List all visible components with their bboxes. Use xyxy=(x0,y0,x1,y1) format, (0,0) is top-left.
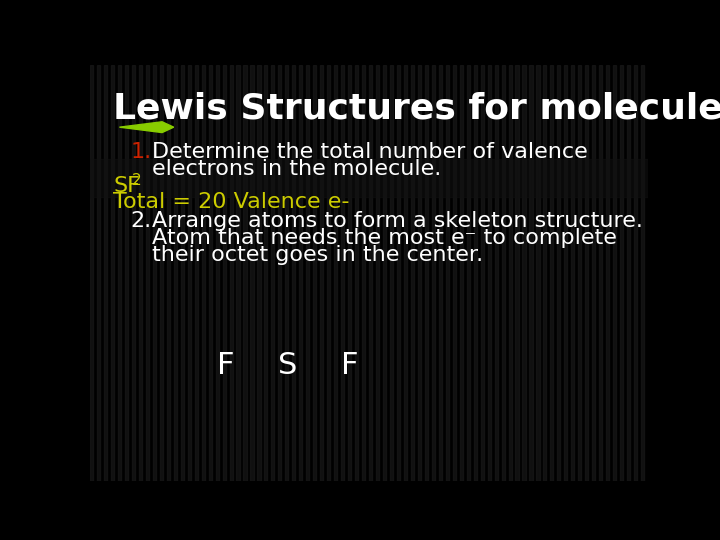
Bar xyxy=(215,65,219,481)
Bar xyxy=(467,65,469,481)
Bar xyxy=(593,65,595,481)
Bar xyxy=(397,65,400,481)
Bar xyxy=(529,65,533,481)
Bar xyxy=(132,65,135,481)
Bar xyxy=(153,65,156,481)
Bar xyxy=(557,65,560,481)
Bar xyxy=(564,65,567,481)
Bar xyxy=(160,65,163,481)
Bar xyxy=(536,65,539,481)
Bar xyxy=(550,65,554,481)
Bar xyxy=(578,65,581,481)
Bar xyxy=(425,65,428,481)
Text: F: F xyxy=(217,350,235,380)
Bar xyxy=(362,65,365,481)
Bar xyxy=(523,65,526,481)
Bar xyxy=(145,65,149,481)
Bar xyxy=(258,65,261,481)
Text: Determine the total number of valence: Determine the total number of valence xyxy=(152,142,588,162)
Text: S: S xyxy=(278,350,297,380)
Bar xyxy=(438,65,442,481)
Text: SF: SF xyxy=(113,177,140,197)
Bar xyxy=(285,65,289,481)
Bar xyxy=(139,65,142,481)
Bar xyxy=(516,65,518,481)
Bar xyxy=(487,65,490,481)
Bar xyxy=(571,65,575,481)
Text: their octet goes in the center.: their octet goes in the center. xyxy=(152,245,483,265)
Bar xyxy=(383,65,386,481)
Bar xyxy=(97,65,100,481)
Bar xyxy=(251,65,253,481)
Text: 2: 2 xyxy=(132,173,141,187)
Text: Atom that needs the most e⁻ to complete: Atom that needs the most e⁻ to complete xyxy=(152,228,617,248)
Bar xyxy=(390,65,393,481)
Bar xyxy=(320,65,323,481)
Bar xyxy=(125,65,128,481)
Text: Arrange atoms to form a skeleton structure.: Arrange atoms to form a skeleton structu… xyxy=(152,211,643,231)
Bar xyxy=(502,65,505,481)
Text: 1.: 1. xyxy=(130,142,151,162)
Bar xyxy=(446,65,449,481)
Bar xyxy=(459,65,463,481)
Bar xyxy=(306,65,310,481)
Bar xyxy=(327,65,330,481)
Polygon shape xyxy=(120,122,174,132)
Bar xyxy=(230,65,233,481)
Bar xyxy=(118,65,121,481)
Bar xyxy=(279,65,282,481)
Bar xyxy=(90,65,93,481)
Bar xyxy=(243,65,246,481)
Bar xyxy=(585,65,588,481)
Bar xyxy=(474,65,477,481)
Bar xyxy=(376,65,379,481)
Bar xyxy=(181,65,184,481)
Bar xyxy=(355,65,358,481)
Bar xyxy=(481,65,484,481)
Text: Total = 20 Valence e-: Total = 20 Valence e- xyxy=(113,192,350,212)
Bar xyxy=(90,159,648,197)
Bar xyxy=(222,65,225,481)
Bar xyxy=(334,65,337,481)
Bar xyxy=(411,65,414,481)
Bar xyxy=(620,65,624,481)
Bar xyxy=(111,65,114,481)
Bar xyxy=(599,65,602,481)
Bar xyxy=(495,65,498,481)
Bar xyxy=(453,65,456,481)
Bar xyxy=(544,65,546,481)
Text: F: F xyxy=(341,350,359,380)
Bar xyxy=(300,65,302,481)
Text: Lewis Structures for molecules: Lewis Structures for molecules xyxy=(113,92,720,126)
Bar xyxy=(341,65,344,481)
Bar xyxy=(236,65,240,481)
Bar xyxy=(188,65,191,481)
Bar xyxy=(627,65,630,481)
Bar xyxy=(194,65,198,481)
Bar xyxy=(369,65,372,481)
Bar xyxy=(432,65,435,481)
Bar xyxy=(292,65,295,481)
Bar xyxy=(613,65,616,481)
Bar xyxy=(508,65,512,481)
Bar xyxy=(174,65,177,481)
Bar xyxy=(606,65,609,481)
Bar xyxy=(348,65,351,481)
Text: 2.: 2. xyxy=(130,211,151,231)
Bar xyxy=(209,65,212,481)
Bar xyxy=(104,65,107,481)
Bar xyxy=(313,65,316,481)
Bar xyxy=(264,65,267,481)
Bar xyxy=(641,65,644,481)
Bar xyxy=(202,65,204,481)
Text: electrons in the molecule.: electrons in the molecule. xyxy=(152,159,441,179)
Bar xyxy=(418,65,421,481)
Bar xyxy=(271,65,274,481)
Bar xyxy=(634,65,637,481)
Bar xyxy=(167,65,170,481)
Bar xyxy=(404,65,407,481)
